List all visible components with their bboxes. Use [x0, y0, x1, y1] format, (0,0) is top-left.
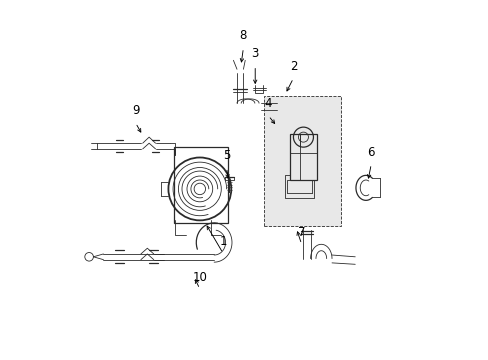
Text: 1: 1 — [219, 235, 226, 248]
Text: 2: 2 — [289, 60, 297, 73]
Text: 6: 6 — [367, 145, 374, 158]
Bar — [264, 96, 340, 226]
Text: 10: 10 — [192, 271, 207, 284]
Text: 3: 3 — [251, 47, 258, 60]
Text: 7: 7 — [297, 226, 305, 239]
Text: 8: 8 — [239, 30, 246, 42]
Text: 9: 9 — [132, 104, 139, 117]
Bar — [289, 134, 316, 180]
Text: 4: 4 — [264, 97, 272, 111]
Text: 5: 5 — [223, 149, 230, 162]
Bar — [173, 148, 227, 223]
